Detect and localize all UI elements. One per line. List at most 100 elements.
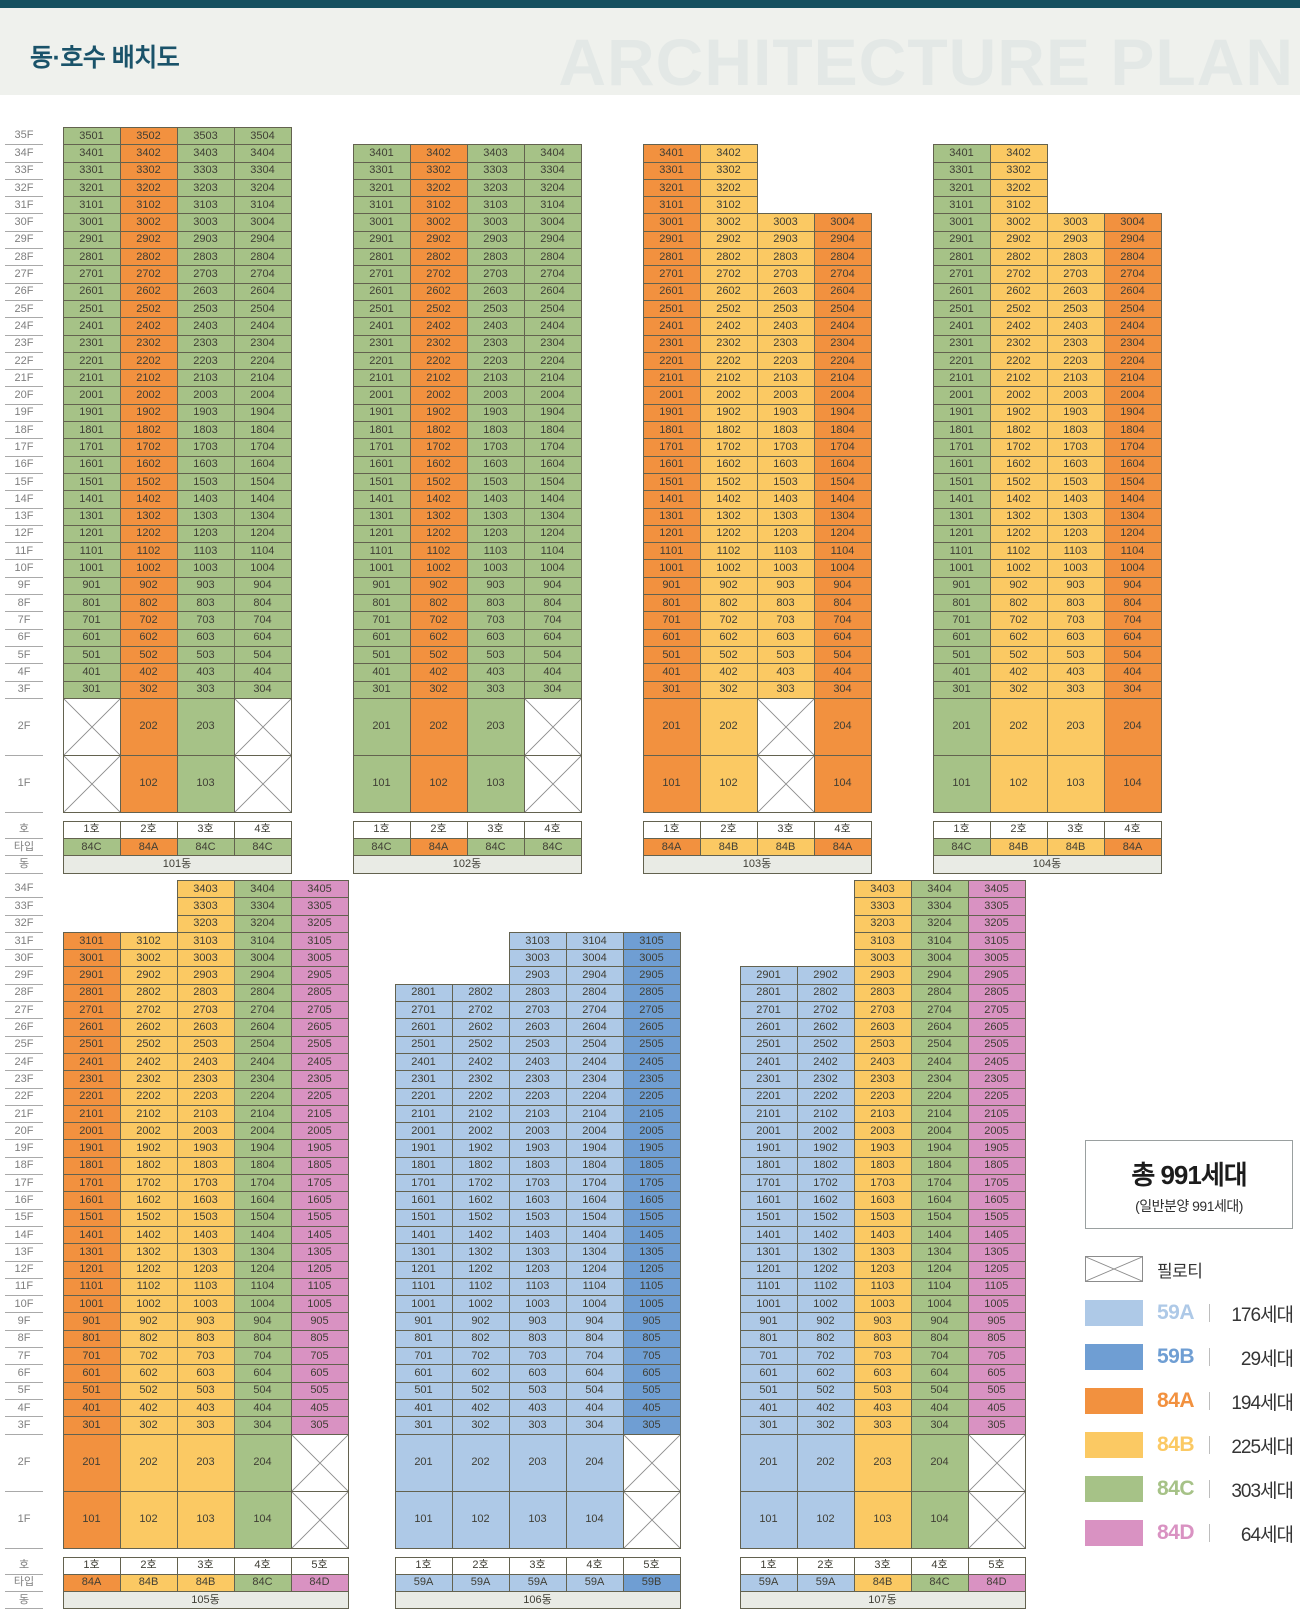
unit-number-header: 4호 <box>523 820 582 840</box>
gap-cell <box>291 812 353 821</box>
unit-cell: 2803 <box>508 983 567 1003</box>
gap-cell <box>291 577 353 594</box>
gap-cell <box>581 755 643 812</box>
gap-cell <box>680 1209 740 1226</box>
unit-cell: 2101 <box>642 369 701 388</box>
type-name: 84D <box>1157 1521 1195 1544</box>
unit-cell: 2802 <box>796 983 855 1003</box>
floor-label: 30F <box>5 213 43 232</box>
building-name: 102동 <box>352 855 582 874</box>
pilotis-x-icon <box>235 699 291 755</box>
gap-cell <box>871 197 933 214</box>
unit-cell: 101 <box>62 1490 121 1549</box>
floor-label: 2F <box>5 1434 43 1492</box>
unit-cell: 301 <box>642 680 701 699</box>
gap-cell <box>291 352 353 369</box>
unit-cell: 904 <box>1103 576 1162 596</box>
unit-cell: 3504 <box>233 126 292 146</box>
gap-cell <box>871 300 933 317</box>
unit-cell: 1801 <box>642 421 701 440</box>
gap-cell <box>43 283 63 300</box>
gap-cell <box>348 1036 395 1053</box>
gap-cell <box>348 1296 395 1313</box>
unit-cell: 3401 <box>62 144 121 163</box>
floor-label: 8F <box>5 594 43 613</box>
pilotis-x-icon <box>1086 1257 1142 1281</box>
gap-cell <box>291 214 353 231</box>
unit-cell: 204 <box>910 1433 969 1492</box>
unit-cell: 1204 <box>565 1260 624 1279</box>
gap-cell <box>348 1399 395 1416</box>
gap-cell <box>43 1296 63 1313</box>
unit-cell: 2002 <box>451 1122 510 1141</box>
unit-cell: 2302 <box>699 334 758 353</box>
unit-number-header: 3호 <box>176 820 235 840</box>
unit-cell: 701 <box>62 611 121 630</box>
unit-cell: 1801 <box>62 1156 121 1176</box>
unit-cell: 1401 <box>642 490 701 509</box>
unit-cell: 3304 <box>233 161 292 180</box>
unit-cell: 304 <box>523 680 582 699</box>
unit-cell: 902 <box>699 576 758 596</box>
gap-cell <box>348 1278 395 1295</box>
unit-cell: 602 <box>796 1364 855 1383</box>
unit-cell: 2501 <box>642 299 701 319</box>
gap-cell <box>871 456 933 473</box>
unit-cell: 103 <box>508 1490 567 1549</box>
empty-cell <box>814 179 871 196</box>
unit-cell: 2003 <box>508 1122 567 1141</box>
gap-cell <box>581 508 643 525</box>
unit-cell: 803 <box>508 1329 567 1349</box>
unit-cell: 2102 <box>409 369 468 388</box>
total-units-title: 총 991세대 <box>1131 1160 1247 1190</box>
gap-cell <box>291 612 353 629</box>
unit-cell: 202 <box>409 697 468 756</box>
floor-label: 13F <box>5 1243 43 1262</box>
unit-cell: 201 <box>62 1433 121 1492</box>
unit-cell: 2304 <box>523 334 582 353</box>
type-name: 84B <box>1157 1433 1195 1456</box>
gap-cell <box>291 681 353 698</box>
unit-cell: 2302 <box>409 334 468 353</box>
unit-cell: 3101 <box>642 196 701 215</box>
unit-cell: 502 <box>796 1381 855 1400</box>
unit-cell: 1502 <box>119 472 178 492</box>
unit-cell: 903 <box>853 1312 912 1331</box>
gap-cell <box>680 1226 740 1243</box>
unit-cell: 2703 <box>508 1001 567 1020</box>
gap-cell <box>871 612 933 629</box>
gap-cell <box>43 1036 63 1053</box>
unit-type-cell: 84C <box>523 838 582 857</box>
unit-cell: 704 <box>565 1347 624 1366</box>
unit-cell: 3002 <box>989 213 1048 232</box>
unit-cell: 3104 <box>233 931 292 951</box>
unit-cell: 3302 <box>119 161 178 180</box>
unit-cell: 1103 <box>756 542 815 561</box>
spacer-cell <box>410 812 467 821</box>
empty-cell <box>623 881 680 898</box>
gap-cell <box>348 915 395 932</box>
empty-cell <box>395 932 452 949</box>
unit-cell: 601 <box>932 628 991 647</box>
unit-cell: 605 <box>290 1364 349 1383</box>
unit-cell: 3204 <box>233 178 292 198</box>
unit-cell: 1603 <box>466 455 525 474</box>
unit-cell: 2103 <box>853 1104 912 1124</box>
gap-cell <box>871 473 933 490</box>
gap-cell <box>680 1348 740 1365</box>
unit-cell: 2605 <box>622 1018 681 1037</box>
unit-number-header: 3호 <box>176 1556 235 1575</box>
unit-cell: 2402 <box>119 1052 178 1072</box>
floor-label: 31F <box>5 932 43 951</box>
unit-cell: 704 <box>910 1347 969 1366</box>
empty-cell <box>700 128 757 145</box>
unit-cell: 902 <box>796 1312 855 1331</box>
unit-cell: 2504 <box>523 299 582 319</box>
unit-cell: 404 <box>233 663 292 682</box>
unit-cell: 3102 <box>119 196 178 215</box>
empty-cell <box>410 128 467 145</box>
spacer-cell <box>63 812 120 821</box>
unit-cell: 302 <box>451 1416 510 1435</box>
unit-cell: 1303 <box>508 1243 567 1262</box>
unit-cell: 1701 <box>739 1174 798 1193</box>
